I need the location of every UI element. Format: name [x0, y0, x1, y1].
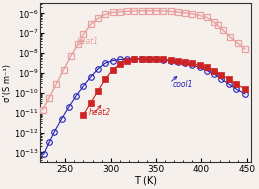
Text: heat2: heat2 — [89, 108, 111, 117]
Y-axis label: σ’(S m⁻¹): σ’(S m⁻¹) — [3, 64, 12, 102]
Text: heat1: heat1 — [77, 37, 99, 46]
Text: cool1: cool1 — [172, 80, 193, 89]
X-axis label: T (K): T (K) — [134, 176, 157, 186]
